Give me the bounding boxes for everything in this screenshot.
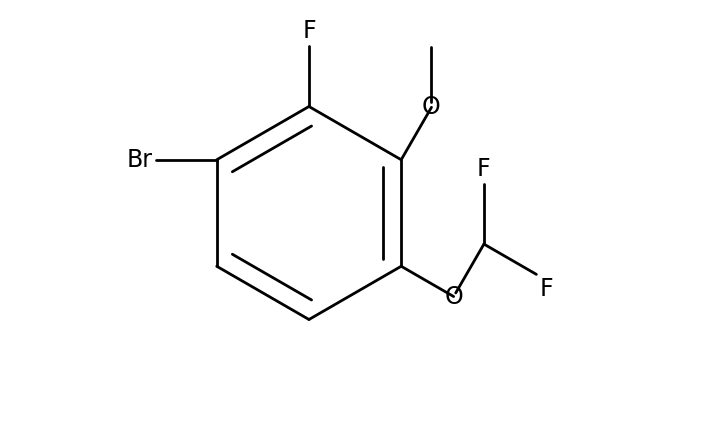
- Text: F: F: [540, 277, 553, 301]
- Text: O: O: [422, 95, 441, 119]
- Text: O: O: [444, 285, 463, 308]
- Text: F: F: [302, 20, 316, 43]
- Text: Br: Br: [127, 148, 153, 172]
- Text: F: F: [477, 157, 491, 181]
